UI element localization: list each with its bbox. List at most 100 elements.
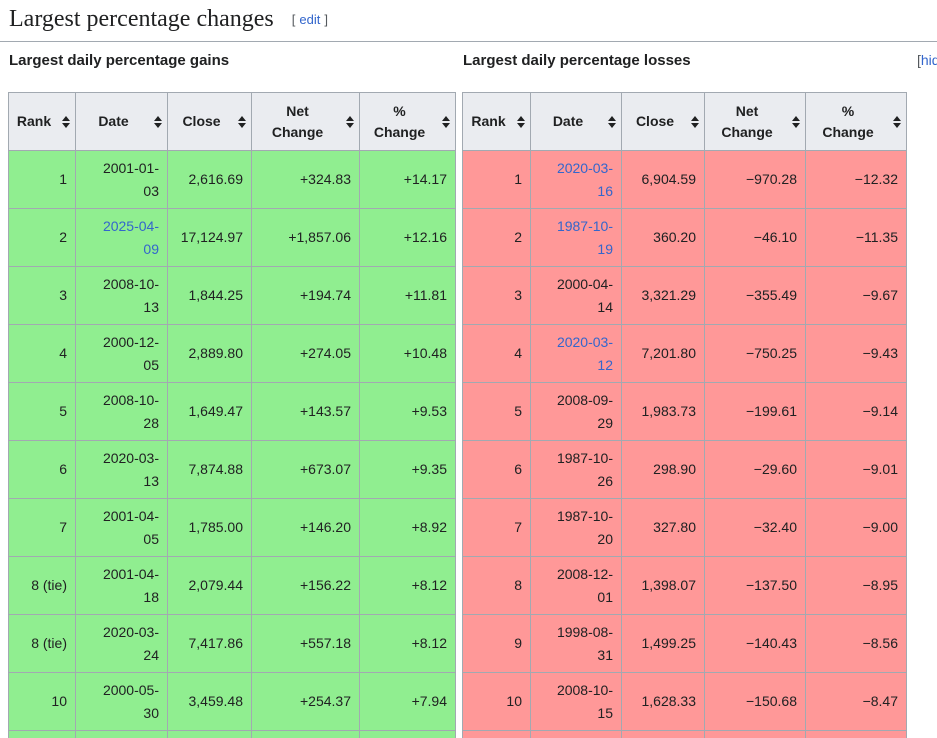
rank-cell: 2 [462,208,531,267]
sort-icon[interactable] [691,115,699,128]
net-change-cell: +673.07 [251,440,360,499]
date-text: 2000-12- 05 [102,333,159,373]
column-header-rank[interactable]: Rank [8,92,76,151]
date-text: 2008-10- 28 [102,391,159,431]
sort-icon[interactable] [62,115,70,128]
pct-change-cell: −8.95 [805,556,907,615]
header-row: Rank Date Close Net Change % Change [8,92,456,151]
column-header-close[interactable]: Close [621,92,705,151]
date-cell: 2000-12- 05 [75,324,168,383]
date-link[interactable]: 2020-03- 12 [556,333,613,373]
section-heading: Largest percentage changes [edit] [0,0,937,42]
table-row: 10 2008-10- 15 1,628.33 −150.68 −8.47 [462,672,907,731]
close-cell: 1,649.47 [167,382,252,441]
net-change-cell: −137.50 [704,556,806,615]
date-link[interactable]: 2020-03- 16 [556,159,613,199]
column-header-rank[interactable]: Rank [462,92,531,151]
pct-change-cell: −9.00 [805,498,907,557]
date-link[interactable]: 2025-04- 09 [102,217,159,257]
edit-link[interactable]: edit [299,12,321,27]
close-cell: 1,499.25 [621,614,705,673]
column-header-label: Close [635,113,675,130]
table-row [8,730,456,738]
date-text: 1987-10- 26 [556,449,613,489]
column-header-change[interactable]: % Change [359,92,456,151]
close-cell: 2,889.80 [167,324,252,383]
column-header-label: Date [552,113,584,130]
sort-icon[interactable] [893,115,901,128]
table-row: 6 1987-10- 26 298.90 −29.60 −9.01 [462,440,907,499]
net-change-cell: −199.61 [704,382,806,441]
hide-link[interactable]: hide [920,52,937,68]
sort-icon[interactable] [608,115,616,128]
rank-cell [8,730,76,738]
table-row: 7 2001-04- 05 1,785.00 +146.20 +8.92 [8,498,456,557]
table-row: 5 2008-10- 28 1,649.47 +143.57 +9.53 [8,382,456,441]
date-cell: 2020-03- 13 [75,440,168,499]
close-cell: 1,398.07 [621,556,705,615]
losses-table-title: Largest daily percentage losses [463,52,691,69]
close-cell: 298.90 [621,440,705,499]
sort-icon[interactable] [238,115,246,128]
table-row: 2 1987-10- 19 360.20 −46.10 −11.35 [462,208,907,267]
net-change-cell [251,730,360,738]
date-text: 2020-03- 24 [102,623,159,663]
date-text: 2001-01- 03 [102,159,159,199]
column-header-net-change[interactable]: Net Change [251,92,360,151]
rank-cell: 10 [462,672,531,731]
pct-change-cell: −8.56 [805,614,907,673]
net-change-cell: −970.28 [704,150,806,209]
date-text: 1987-10- 20 [556,507,613,547]
column-header-label: Close [182,113,221,130]
sort-icon[interactable] [154,115,162,128]
date-cell [75,730,168,738]
column-header-date[interactable]: Date [75,92,168,151]
date-cell: 2020-03- 24 [75,614,168,673]
rank-cell: 2 [8,208,76,267]
date-link[interactable]: 1987-10- 19 [556,217,613,257]
table-row: 2 2025-04- 09 17,124.97 +1,857.06 +12.16 [8,208,456,267]
sort-icon[interactable] [517,115,525,128]
net-change-cell: +274.05 [251,324,360,383]
close-cell: 7,874.88 [167,440,252,499]
pct-change-cell: −11.35 [805,208,907,267]
column-header-label: Date [98,113,129,130]
table-row: 9 1998-08- 31 1,499.25 −140.43 −8.56 [462,614,907,673]
date-cell: 2025-04- 09 [75,208,168,267]
rank-cell: 5 [8,382,76,441]
pct-change-cell: +14.17 [359,150,456,209]
rank-cell: 8 (tie) [8,556,76,615]
collapse-toggle[interactable]: [hide] [917,52,937,68]
column-header-close[interactable]: Close [167,92,252,151]
date-cell: 2008-10- 28 [75,382,168,441]
date-text: 2001-04- 05 [102,507,159,547]
rank-cell: 7 [8,498,76,557]
rank-cell: 8 (tie) [8,614,76,673]
net-change-cell: −150.68 [704,672,806,731]
table-row: 3 2008-10- 13 1,844.25 +194.74 +11.81 [8,266,456,325]
date-cell: 2020-03- 12 [530,324,622,383]
net-change-cell: +254.37 [251,672,360,731]
column-header-net-change[interactable]: Net Change [704,92,806,151]
column-header-change[interactable]: % Change [805,92,907,151]
close-cell: 1,628.33 [621,672,705,731]
date-cell: 2001-04- 05 [75,498,168,557]
pct-change-cell: −8.47 [805,672,907,731]
sort-icon[interactable] [792,115,800,128]
sort-icon[interactable] [346,115,354,128]
close-cell [167,730,252,738]
pct-change-cell: +12.16 [359,208,456,267]
net-change-cell: +194.74 [251,266,360,325]
close-cell: 17,124.97 [167,208,252,267]
net-change-cell: +1,857.06 [251,208,360,267]
close-cell: 327.80 [621,498,705,557]
rank-cell: 8 [462,556,531,615]
header-row: Rank Date Close Net Change % Change [462,92,907,151]
sort-icon[interactable] [442,115,450,128]
close-cell: 1,983.73 [621,382,705,441]
close-cell [621,730,705,738]
rank-cell: 6 [8,440,76,499]
rank-cell: 4 [462,324,531,383]
close-cell: 2,616.69 [167,150,252,209]
column-header-date[interactable]: Date [530,92,622,151]
